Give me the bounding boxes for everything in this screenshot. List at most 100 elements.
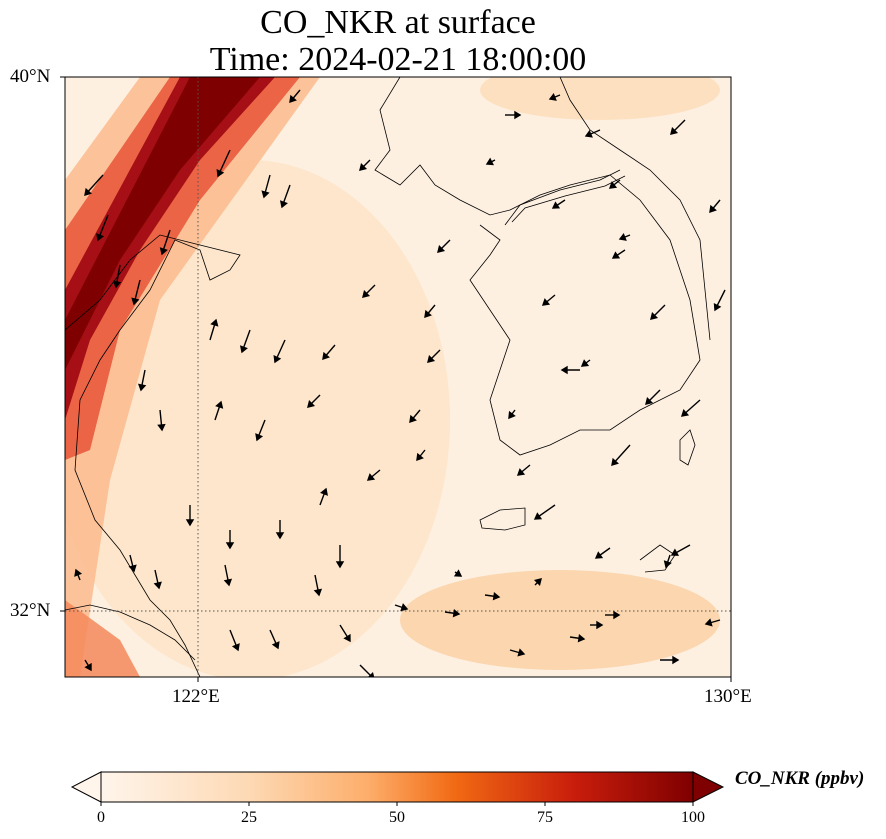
wind-vector-head xyxy=(279,200,288,209)
wind-vector-head xyxy=(185,519,195,527)
wind-vector-head xyxy=(516,468,526,476)
field-patch-south xyxy=(400,570,720,670)
wind-vector-head xyxy=(517,648,526,657)
ytick-label-32n: 32°N xyxy=(10,600,51,621)
wind-vector-head xyxy=(680,409,690,417)
wind-vector-head xyxy=(157,423,166,432)
wind-vector-head xyxy=(416,452,424,462)
colorbar-max-extension xyxy=(692,771,725,803)
wind-vector-head xyxy=(343,633,351,643)
wind-vector-head xyxy=(670,548,680,556)
wind-vector-head xyxy=(650,311,659,320)
wind-vector-head xyxy=(313,588,323,597)
wind-vector-head xyxy=(112,280,122,289)
ytick-label-40n: 40°N xyxy=(10,66,51,87)
wind-vector-head xyxy=(452,609,461,618)
colorbar-fill xyxy=(101,772,693,802)
wind-vector-head xyxy=(96,233,105,242)
wind-vector-head xyxy=(215,400,224,409)
wind-vector-head xyxy=(335,561,345,569)
wind-vector-head xyxy=(670,126,679,135)
wind-vector-head xyxy=(437,244,446,253)
colorbar-label: CO_NKR (ppbv) xyxy=(735,768,865,789)
wind-vector-head xyxy=(225,542,235,550)
colorbar-tick-0: 0 xyxy=(97,809,105,826)
wind-vector-head xyxy=(366,473,376,481)
wind-vector-head xyxy=(560,365,568,375)
xtick-label-122e: 122°E xyxy=(172,686,220,707)
wind-vector-head xyxy=(514,110,522,120)
wind-vector-head xyxy=(485,157,494,166)
wind-vector-head xyxy=(713,303,722,312)
wind-vector-head xyxy=(533,512,543,520)
xtick-label-130e: 130°E xyxy=(704,686,752,707)
wind-vector-head xyxy=(367,671,375,677)
wind-vector-head xyxy=(359,162,368,171)
wind-vector-head xyxy=(231,643,240,652)
wind-vector-head xyxy=(613,610,621,620)
field-patch-southwest xyxy=(65,600,140,677)
field-patch-north xyxy=(480,77,720,120)
map-title-line1: CO_NKR at surface xyxy=(260,4,536,41)
colorbar-tick-50: 50 xyxy=(389,809,405,826)
wind-vector-head xyxy=(551,201,561,209)
wind-vector-head xyxy=(709,204,717,214)
wind-vector-head xyxy=(580,359,590,367)
wind-vector-head xyxy=(453,569,463,577)
wind-vector-head xyxy=(611,457,619,467)
wind-vector-head xyxy=(261,190,270,199)
wind-vector-head xyxy=(409,414,417,424)
wind-vector-head xyxy=(594,551,604,559)
wind-vector-head xyxy=(492,592,501,601)
wind-vector-head xyxy=(216,169,225,178)
wind-vector-head xyxy=(128,564,137,573)
wind-vector-head xyxy=(548,92,557,101)
wind-vector-head xyxy=(159,247,168,256)
gridlines xyxy=(65,77,731,677)
plume-mid xyxy=(65,77,300,460)
wind-vector-head xyxy=(611,251,621,259)
wind-vector-head xyxy=(271,641,280,650)
wind-vector-head xyxy=(427,354,436,363)
wind-vector-head xyxy=(74,568,83,577)
wind-vector-head xyxy=(362,289,371,298)
wind-vector-head xyxy=(618,232,627,241)
wind-vector-head xyxy=(137,383,147,392)
wind-vector-head xyxy=(307,399,316,408)
wind-vector-head xyxy=(210,318,219,327)
coastlines xyxy=(65,77,711,677)
wind-vector-head xyxy=(704,618,713,627)
colorbar-tick-75: 75 xyxy=(537,809,553,826)
wind-vector-head xyxy=(508,410,516,420)
colorbar xyxy=(70,771,725,806)
map-panel xyxy=(65,77,731,677)
wind-vector-head xyxy=(322,351,330,361)
map-title-line2: Time: 2024-02-21 18:00:00 xyxy=(209,41,587,78)
wind-vector-head xyxy=(596,620,604,630)
map-border xyxy=(64,76,732,678)
wind-vector-head xyxy=(84,187,92,197)
wind-vector-head xyxy=(584,129,593,138)
wind-vector-head xyxy=(577,634,586,643)
wind-vector-head xyxy=(608,181,618,189)
wind-vector-head xyxy=(320,487,328,496)
wind-vector-head xyxy=(153,581,162,590)
wind-vector-head xyxy=(541,298,551,306)
wind-vector-head xyxy=(131,297,140,306)
colorbar-min-extension xyxy=(70,771,102,803)
wind-vector-head xyxy=(273,355,282,364)
wind-vector-head xyxy=(275,532,285,540)
colorbar-tick-25: 25 xyxy=(241,809,257,826)
wind-vector-head xyxy=(255,433,264,442)
wind-vector-head xyxy=(239,345,248,354)
wind-vector-head xyxy=(645,396,654,405)
colorbar-tick-100: 100 xyxy=(681,809,705,826)
wind-vector-head xyxy=(424,309,432,319)
wind-vectors xyxy=(74,89,726,677)
wind-vector-head xyxy=(223,578,233,587)
wind-vector-head xyxy=(533,578,542,587)
wind-vector-head xyxy=(400,603,409,612)
wind-vector-head xyxy=(672,655,680,665)
wind-vector-head xyxy=(289,94,297,104)
